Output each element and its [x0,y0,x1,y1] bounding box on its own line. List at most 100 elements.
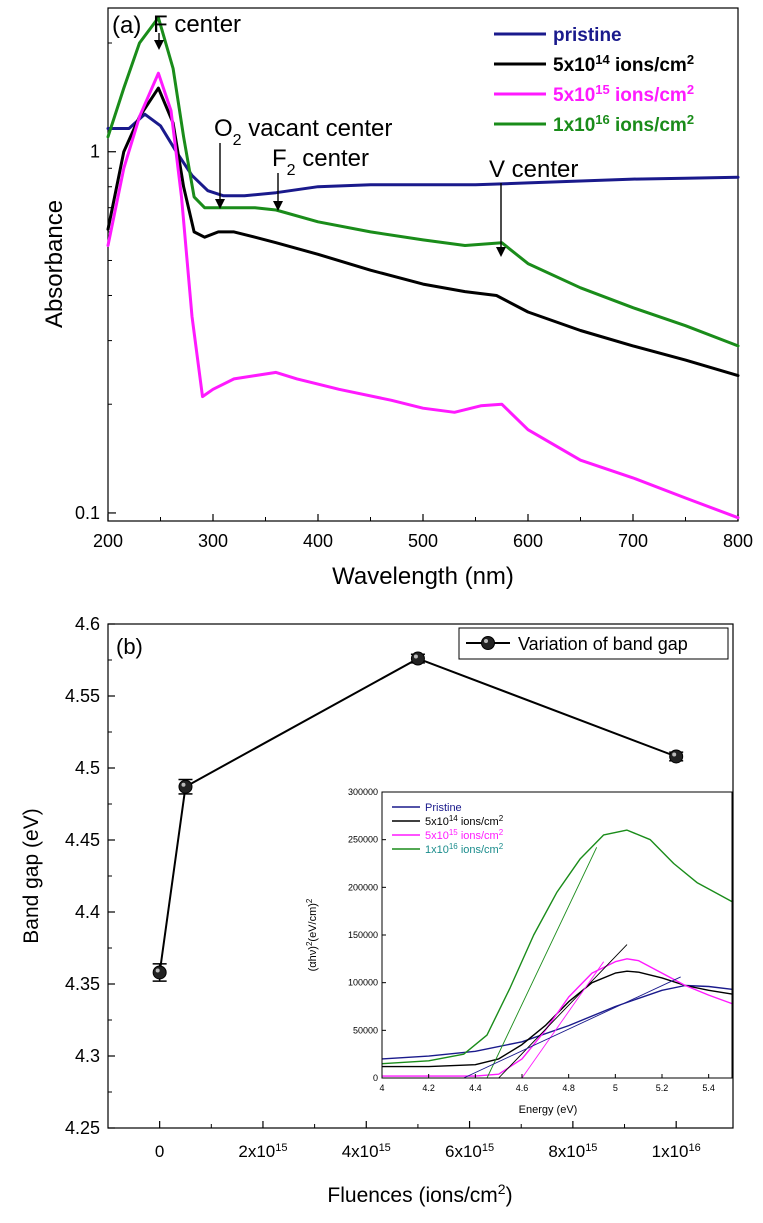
annotation-f2-center-arrow-head [273,201,283,211]
panel-a-x-tick-label: 500 [408,531,438,551]
inset-line-5x1014 [382,970,733,1068]
panel-a-x-tick-label: 400 [303,531,333,551]
panel-b-data-point-highlight [181,782,186,787]
inset-legend-label: 5x1014 ions/cm2 [425,814,504,829]
panel-b-data-point-highlight [672,752,677,757]
panel-a-x-tick-label: 700 [618,531,648,551]
panel-a-x-ticks: 200 300 400 500 600 700 800 [93,514,753,551]
inset-legend-label: 1x1016 ions/cm2 [425,842,504,857]
panel-a-y-ticks: 0.11 [75,42,116,523]
inset-line-Pristine [381,984,733,1060]
panel-a-legend: pristine 5x1014 ions/cm2 5x1015 ions/cm2 1x… [494,25,694,136]
panel-a-line-5x1014 [106,86,740,378]
inset-line-5x1015 [382,958,733,1077]
panel-b-x-tick-label: 6x1015 [445,1142,494,1161]
inset-y-tick-label: 200000 [348,882,378,892]
inset-y-ticks: 0 50000 100000 150000 200000 250000 300000 [348,787,386,1083]
inset-y-tick-label: 250000 [348,835,378,845]
annotation-f2-center: F2 center [272,145,369,211]
inset-x-ticks: 4 4.2 4.4 4.6 4.8 5 5.2 5.4 [379,1074,715,1093]
inset-fit-line [521,961,605,1079]
inset-legend-label: Pristine [425,802,462,814]
annotation-o2-vacant-center-label: O2 vacant center [214,115,392,149]
panel-b-y-tick-label: 4.6 [75,614,100,634]
panel-b-x-tick-label: 8x1015 [548,1142,597,1161]
inset-fit-line [463,976,681,1079]
panel-b-x-tick-label: 4x1015 [342,1142,391,1161]
panel-b-y-tick-label: 4.25 [65,1118,100,1138]
panel-b-y-tick-label: 4.35 [65,974,100,994]
panel-a-line-5x1015 [106,71,740,520]
panel-a-label: (a) [112,12,141,39]
panel-b-y-tick-label: 4.4 [75,902,100,922]
panel-a-series [106,16,740,520]
inset-y-tick-label: 150000 [348,930,378,940]
inset-x-tick-label: 5.4 [702,1083,715,1093]
panel-a-line-pristine [106,112,740,198]
panel-a-x-tick-label: 600 [513,531,543,551]
panel-a-y-tick-label: 0.1 [75,503,100,523]
annotation-f-center-label: F center [153,11,241,38]
annotation-v-center-arrow-head [496,247,506,257]
annotation-v-center: V center [489,156,578,257]
inset-y-axis-label-text: (αhν) [307,946,319,971]
panel-b-x-tick-label: 0 [155,1142,164,1161]
annotation-f2-center-label: F2 center [272,145,369,179]
panel-b-x-tick-label: 2x1015 [238,1142,287,1161]
panel-b-y-tick-label: 4.5 [75,758,100,778]
inset-y-tick-label: 300000 [348,787,378,797]
panel-a-x-tick-label: 200 [93,531,123,551]
annotation-o2-vacant-center: O2 vacant center [214,115,392,209]
panel-b-y-tick-label: 4.45 [65,830,100,850]
panel-b-band-gap-line [158,657,677,973]
inset-fit-line [498,944,628,1079]
panel-b-data-point-highlight [413,654,418,659]
panel-b-y-tick-label: 4.3 [75,1046,100,1066]
panel-a-legend-label: 5x1015 ions/cm2 [553,82,694,107]
inset-x-tick-label: 5.2 [656,1083,669,1093]
inset-fit-line [486,847,598,1079]
panel-b-y-tick-label: 4.55 [65,686,100,706]
panel-b-legend-marker-highlight [484,639,488,643]
panel-b-legend: Variation of band gap [458,627,729,660]
panel-a-y-axis-label: Absorbance [41,200,68,328]
inset-x-tick-label: 4.8 [562,1083,575,1093]
panel-b-legend-label: Variation of band gap [518,634,688,654]
panel-b-data-point-highlight [155,968,160,973]
panel-a-y-tick-label: 1 [90,142,100,162]
panel-b-data-point [152,965,167,980]
panel-b-data-point [669,749,684,764]
annotation-v-center-label: V center [489,156,578,183]
inset-x-tick-label: 4 [379,1083,384,1093]
inset-x-tick-label: 5 [613,1083,618,1093]
panel-b-legend-marker [481,636,495,650]
panel-b-data-point [178,779,193,794]
panel-b-chart: 0 2x1015 4x1015 6x1015 8x1015 1x1016 4.254.34… [20,614,734,1207]
inset-x-tick-label: 4.2 [422,1083,435,1093]
inset-line-1x1016 [381,829,733,1065]
panel-a-x-axis-label: Wavelength (nm) [332,563,514,590]
annotation-o2-vacant-center-arrow-head [215,199,225,209]
panel-a-x-tick-label: 800 [723,531,753,551]
panel-b-data-point [410,651,425,666]
panel-a-legend-label: 5x1014 ions/cm2 [553,52,694,77]
inset-x-axis-label: Energy (eV) [519,1104,578,1116]
panel-a-legend-label: 1x1016 ions/cm2 [553,112,694,137]
svg-text:(αhν)2(eV/cm)2: (αhν)2(eV/cm)2 [305,898,320,971]
panel-b-x-ticks: 0 2x1015 4x1015 6x1015 8x1015 1x1016 [155,1121,701,1161]
panel-a-legend-label: pristine [553,25,622,46]
panel-b-y-axis-label: Band gap (eV) [20,808,43,943]
panel-a-line-1x1016 [106,16,740,348]
panel-b-x-axis-label-text: Fluences (ions/cm [327,1184,497,1207]
panel-b-series [152,651,684,982]
panel-b-x-axis-label: Fluences (ions/cm2) [327,1181,512,1207]
panel-b-y-ticks: 4.25 4.3 4.35 4.4 4.45 4.5 4.55 4.6 [65,614,115,1138]
panel-b-x-tick-label: 1x1016 [652,1142,701,1161]
inset-x-tick-label: 4.4 [469,1083,482,1093]
panel-b-inset-chart: 4 4.2 4.4 4.6 4.8 5 5.2 5.4 0 50000 100000 150000 2… [305,787,733,1116]
annotation-f-center-arrow-head [154,40,164,50]
